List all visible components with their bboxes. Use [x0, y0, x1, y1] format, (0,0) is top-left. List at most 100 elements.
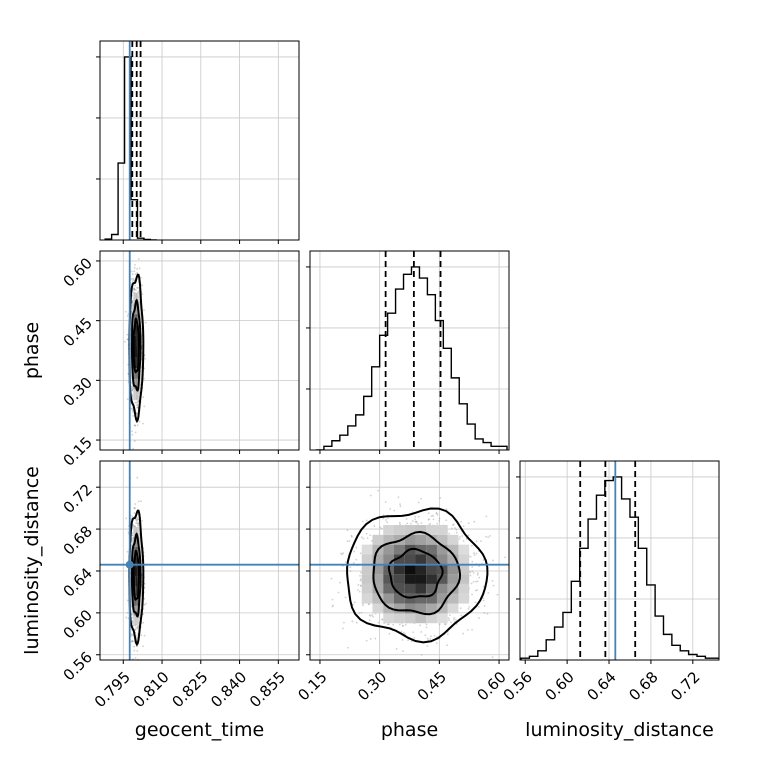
density-cell	[136, 595, 138, 606]
density-cell	[135, 325, 137, 336]
density-cell	[426, 583, 437, 594]
joint-clip-phase-vs-luminosity_distance	[310, 489, 509, 659]
marginal-phase-frame	[309, 250, 510, 451]
density-cell	[393, 583, 405, 594]
density-cell	[139, 605, 141, 616]
density-cell	[436, 554, 448, 565]
sample-point	[134, 424, 136, 427]
joint-clip-geocent_time-vs-phase	[124, 251, 147, 450]
density-cell	[136, 527, 138, 537]
density-cell	[447, 583, 459, 594]
xtick-label-luminosity_distance-4: 0.72	[667, 668, 703, 704]
ytick-label-luminosity_distance-0: 0.56	[60, 648, 96, 684]
sample-point	[467, 534, 470, 537]
density-cell	[130, 368, 132, 379]
sample-point	[410, 640, 413, 643]
sample-point	[425, 623, 428, 626]
density-cell	[404, 574, 416, 584]
sample-point	[448, 619, 451, 621]
sample-point	[131, 410, 134, 413]
sample-point	[482, 597, 485, 600]
density-cell	[361, 564, 373, 575]
sample-point	[130, 270, 133, 273]
xtick-label-geocent_time-4: 0.855	[246, 668, 289, 711]
sample-point	[142, 396, 145, 398]
density-cell	[415, 564, 427, 575]
sample-point	[398, 623, 401, 626]
sample-point	[367, 603, 370, 606]
sample-point	[131, 430, 134, 433]
sample-point	[450, 527, 453, 530]
sample-point	[474, 601, 477, 604]
yaxis-label-luminosity_distance: luminosity_distance	[21, 466, 43, 655]
sample-point	[359, 584, 362, 587]
marginal-panel-phase	[306, 250, 510, 454]
density-cell	[447, 593, 459, 604]
density-cell	[137, 368, 139, 379]
density-cell	[436, 613, 448, 624]
sample-point	[438, 623, 441, 626]
sample-point	[137, 400, 140, 402]
density-cell	[361, 583, 373, 594]
sample-point	[478, 617, 480, 619]
sample-point	[471, 566, 474, 568]
sample-point	[137, 518, 140, 521]
sample-point	[429, 522, 432, 525]
density-cell	[135, 556, 137, 567]
sample-point	[445, 519, 448, 522]
sample-point	[141, 519, 144, 522]
sample-point	[379, 526, 381, 529]
density-cell	[136, 292, 138, 304]
sample-point	[135, 634, 138, 637]
sample-point	[413, 636, 416, 639]
sample-point	[357, 589, 359, 591]
density-cell	[132, 536, 135, 547]
sample-point	[405, 518, 408, 520]
density-cell	[134, 335, 136, 347]
sample-point	[420, 631, 423, 633]
sample-point	[399, 505, 402, 508]
sample-point	[469, 571, 472, 574]
density-cell	[436, 593, 448, 604]
density-cell	[136, 303, 138, 315]
density-cell	[136, 605, 138, 616]
sample-point	[365, 532, 368, 535]
sample-point	[136, 403, 139, 406]
sample-point	[395, 647, 398, 650]
density-cell	[436, 603, 448, 614]
sample-point	[471, 544, 473, 547]
sample-point	[415, 520, 418, 523]
sample-point	[134, 401, 137, 404]
sample-point	[359, 579, 362, 582]
sample-point	[414, 520, 417, 523]
marginal-clip-geocent_time	[104, 41, 157, 240]
sample-point	[476, 572, 479, 575]
sample-point	[351, 535, 353, 538]
sample-point	[131, 515, 133, 518]
sample-point	[125, 517, 127, 520]
contour-geocent_time-vs-luminosity_distance-1	[131, 532, 142, 618]
density-cell	[137, 292, 139, 304]
sample-point	[360, 611, 363, 614]
ytick-label-phase-3: 0.60	[60, 254, 96, 290]
marginal-clip-luminosity_distance	[520, 461, 719, 660]
sample-point	[135, 289, 137, 292]
sample-point	[476, 589, 478, 591]
density-cell	[134, 595, 136, 606]
density-cell	[135, 615, 137, 626]
sample-point	[458, 538, 461, 540]
sample-point	[430, 515, 433, 517]
density-cell	[436, 544, 448, 555]
density-cell	[372, 574, 384, 584]
sample-point	[131, 407, 134, 410]
sample-point	[143, 582, 146, 585]
contour-geocent_time-vs-luminosity_distance-0	[132, 549, 140, 601]
sample-point	[132, 277, 135, 280]
sample-point	[137, 522, 139, 525]
sample-point	[414, 518, 416, 521]
sample-point	[462, 540, 465, 542]
sample-point	[420, 497, 422, 500]
density-cell	[361, 593, 373, 604]
sample-point	[341, 627, 344, 630]
sample-point	[469, 555, 472, 558]
